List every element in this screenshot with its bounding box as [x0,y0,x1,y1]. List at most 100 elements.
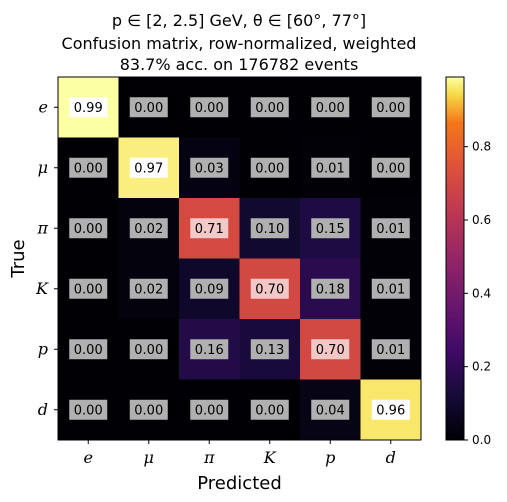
x-tick-label: K [263,448,277,467]
chart-title-line-1: p ∈ [2, 2.5] GeV, θ ∈ [60°, 77°] [112,11,366,30]
cell-label-box [250,157,289,178]
x-tick-label: μ [144,448,154,467]
cell-label-box [69,399,108,420]
cell-value-label: 0.00 [74,222,103,237]
cell-label-box [250,278,289,299]
cell-value-label: 0.01 [376,222,405,237]
cell-label-box [190,278,229,299]
colorbar-tick-label: 0.4 [472,286,491,300]
cell-label-box [311,339,350,360]
cell-label-box [311,218,350,239]
cell-value-label: 0.01 [316,161,345,176]
y-tick-label: μ [38,158,48,177]
cell-label-box [69,278,108,299]
cell-label-box [69,97,108,118]
cell-value-label: 0.02 [134,222,163,237]
cell-value-label: 0.00 [255,161,284,176]
y-axis-ticks: e μ π Kp d [35,97,58,419]
cell-value-label: 0.00 [74,343,103,358]
cell-value-label: 0.13 [255,343,284,358]
cell-label-box [250,399,289,420]
cell-label-box [371,399,410,420]
y-tick-label: π [36,218,48,237]
cell-value-label: 0.00 [74,282,103,297]
cell-label-box [311,157,350,178]
cell-label-box [250,97,289,118]
x-axis-label: Predicted [197,473,282,494]
y-tick-label: e [39,97,48,116]
cell-label-box [129,97,168,118]
cell-value-label: 0.00 [316,101,345,116]
heatmap-cells [58,77,422,441]
cell-value-label: 0.00 [134,101,163,116]
x-tick-label: π [203,448,215,467]
cell-label-box [311,399,350,420]
cell-value-label: 0.71 [195,222,224,237]
cell-value-label: 0.70 [255,282,284,297]
x-tick-label: e [84,448,93,467]
colorbar [445,76,465,441]
cell-label-box [371,97,410,118]
chart-title-line-3: 83.7% acc. on 176782 events [120,55,359,74]
cell-label-box [371,218,410,239]
cell-label-box [69,339,108,360]
cell-value-label: 0.00 [376,101,405,116]
plot-frame [57,76,422,441]
colorbar-tick-label: 0.0 [472,433,491,447]
cell-label-box [190,97,229,118]
cell-value-label: 0.70 [316,343,345,358]
x-tick-label: d [386,448,396,467]
cell-value-label: 0.99 [74,101,103,116]
colorbar-tick-label: 0.6 [472,213,491,227]
colorbar-tick-label: 0.8 [472,140,491,154]
cell-label-box [69,157,108,178]
chart-title-line-2: Confusion matrix, row-normalized, weight… [62,34,417,53]
cell-label-box [311,97,350,118]
y-tick-label: K [35,279,49,298]
colorbar-ticks: 0.0 0.2 0.4 0.6 0.8 [464,140,491,447]
colorbar-tick-label: 0.2 [472,360,491,374]
cell-label-box [190,339,229,360]
cell-label-box [371,339,410,360]
cell-label-box [129,218,168,239]
cell-value-label: 0.00 [74,161,103,176]
cell-value-label: 0.03 [195,161,224,176]
cell-value-label: 0.00 [134,343,163,358]
cell-label-box [250,218,289,239]
cell-value-label: 0.00 [195,101,224,116]
cell-label-box [371,157,410,178]
cell-label-box [190,157,229,178]
cell-value-label: 0.10 [255,222,284,237]
cell-label-box [371,278,410,299]
cell-value-label: 0.00 [134,403,163,418]
x-tick-label: p [325,448,335,467]
cell-value-label: 0.97 [134,161,163,176]
y-tick-label: p [38,339,48,358]
cell-value-label: 0.00 [376,161,405,176]
cell-value-label: 0.01 [376,282,405,297]
cell-value-label: 0.09 [195,282,224,297]
cell-value-label: 0.18 [316,282,345,297]
cell-value-label: 0.00 [74,403,103,418]
cell-label-box [129,278,168,299]
cell-label-box [129,157,168,178]
cell-label-box [250,339,289,360]
heatmap-cell-labels: 0.99 0.00 0.00 0.00 0.00 0.00 0.00 0.97 0.03 0.00… [69,97,410,420]
cell-value-label: 0.04 [316,403,345,418]
cell-label-box [311,278,350,299]
cell-label-box [190,218,229,239]
chart-title: p ∈ [2, 2.5] GeV, θ ∈ [60°, 77°] Confusi… [62,11,417,74]
cell-value-label: 0.00 [255,101,284,116]
cell-value-label: 0.00 [255,403,284,418]
cell-value-label: 0.16 [195,343,224,358]
cell-label-box [129,399,168,420]
y-axis-label: True [8,239,29,278]
cell-value-label: 0.02 [134,282,163,297]
cell-label-box [190,399,229,420]
cell-value-label: 0.96 [376,403,405,418]
cell-value-label: 0.01 [376,343,405,358]
cell-value-label: 0.00 [195,403,224,418]
cell-label-box [129,339,168,360]
